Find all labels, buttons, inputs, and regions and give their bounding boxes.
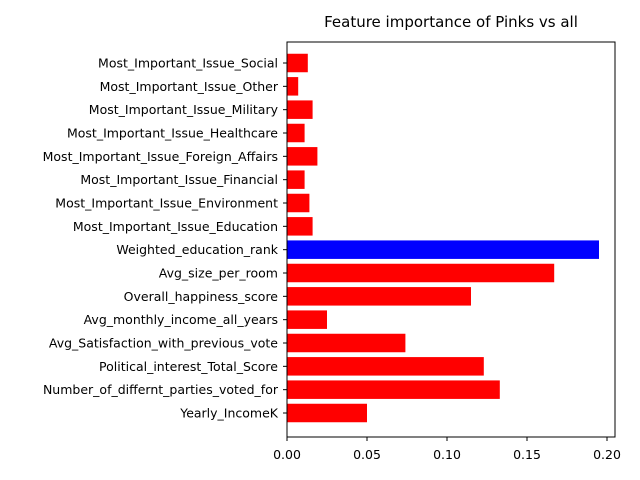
bar-most-important-issue-education bbox=[287, 217, 313, 236]
bar-most-important-issue-financial bbox=[287, 170, 305, 189]
bars-group bbox=[287, 53, 599, 423]
y-tick-label: Avg_size_per_room bbox=[159, 266, 278, 281]
plot-frame bbox=[286, 41, 616, 438]
y-tick-labels: Most_Important_Issue_Social Most_Importan… bbox=[43, 56, 287, 421]
y-tick-label: Most_Important_Issue_Financial bbox=[80, 172, 278, 187]
y-tick-label: Most_Important_Issue_Healthcare bbox=[67, 126, 278, 141]
y-tick-label: Weighted_education_rank bbox=[116, 242, 278, 257]
bar-most-important-issue-environment bbox=[287, 193, 310, 213]
bar-overall-happiness-score bbox=[287, 287, 471, 306]
y-tick-label: Number_of_differnt_parties_voted_for bbox=[43, 382, 279, 397]
chart-title: Feature importance of Pinks vs all bbox=[324, 13, 578, 31]
y-tick-label: Most_Important_Issue_Military bbox=[89, 102, 279, 117]
bar-yearly-incomek bbox=[287, 403, 367, 423]
x-tick-label: 0.00 bbox=[273, 447, 301, 462]
x-tick-label: 0.20 bbox=[593, 447, 621, 462]
bar-avg-size-per-room bbox=[287, 263, 555, 283]
x-tick-label: 0.15 bbox=[513, 447, 541, 462]
bar-most-important-issue-military bbox=[287, 100, 313, 119]
x-axis: 0.00 0.05 0.10 0.15 0.20 bbox=[273, 437, 621, 462]
y-tick-label: Most_Important_Issue_Social bbox=[98, 56, 278, 71]
bar-most-important-issue-social bbox=[287, 53, 308, 73]
y-tick-label: Avg_Satisfaction_with_previous_vote bbox=[49, 336, 278, 351]
bar-avg-monthly-income-all-years bbox=[287, 310, 327, 329]
x-tick-label: 0.10 bbox=[433, 447, 461, 462]
y-tick-label: Most_Important_Issue_Environment bbox=[55, 196, 278, 211]
bar-number-of-differnt-parties-voted-for bbox=[287, 380, 500, 399]
y-tick-label: Most_Important_Issue_Foreign_Affairs bbox=[43, 149, 278, 164]
bar-most-important-issue-foreign-affairs bbox=[287, 147, 318, 166]
y-tick-label: Yearly_IncomeK bbox=[179, 406, 279, 421]
bar-weighted-education-rank bbox=[287, 240, 599, 259]
x-tick-label: 0.05 bbox=[353, 447, 381, 462]
y-tick-label: Most_Important_Issue_Other bbox=[100, 79, 279, 94]
y-tick-label: Political_interest_Total_Score bbox=[99, 359, 278, 374]
bar-most-important-issue-healthcare bbox=[287, 123, 305, 143]
bar-most-important-issue-other bbox=[287, 77, 299, 96]
bar-avg-satisfaction-with-previous-vote bbox=[287, 333, 406, 353]
bar-political-interest-total-score bbox=[287, 357, 484, 376]
y-tick-label: Most_Important_Issue_Education bbox=[73, 219, 278, 234]
y-tick-label: Overall_happiness_score bbox=[124, 289, 279, 304]
y-tick-label: Avg_monthly_income_all_years bbox=[84, 312, 278, 327]
